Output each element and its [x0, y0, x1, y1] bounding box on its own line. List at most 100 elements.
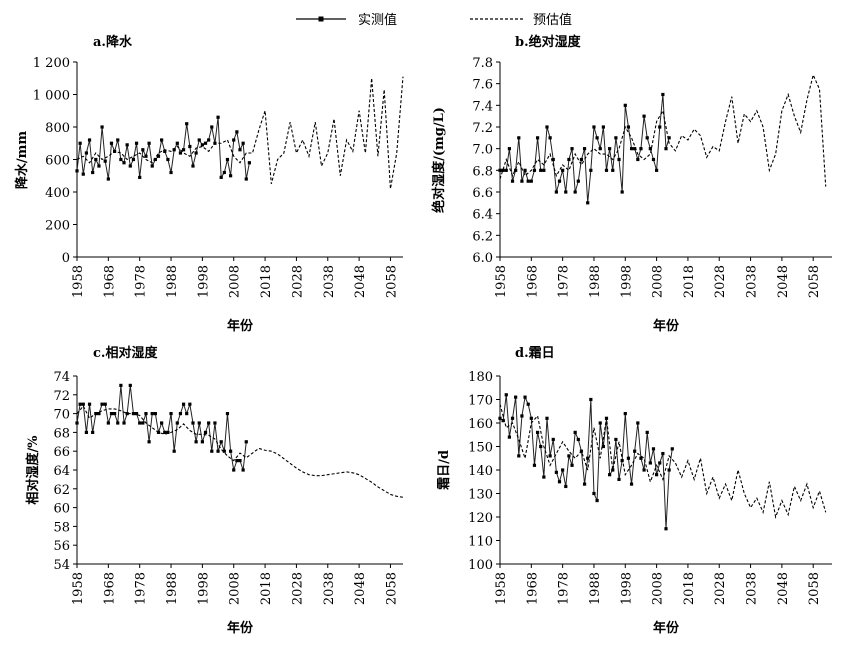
observed-point: [128, 164, 132, 168]
x-tick-label: 2028: [290, 572, 305, 605]
x-tick-label: 1968: [102, 265, 117, 298]
observed-point: [191, 421, 195, 425]
observed-point: [514, 395, 518, 399]
observed-point: [595, 136, 599, 140]
x-tick-label: 1988: [588, 265, 603, 298]
x-tick-label: 1968: [525, 265, 540, 298]
observed-point: [617, 157, 621, 162]
y-axis-label: 降水/mm: [14, 131, 30, 190]
y-tick-label: 7.2: [472, 121, 493, 136]
observed-point: [106, 177, 110, 181]
observed-point: [520, 414, 524, 418]
observed-point: [163, 430, 167, 434]
panel-title: a.降水: [93, 34, 133, 50]
observed-point: [134, 141, 139, 145]
observed-point: [539, 444, 543, 449]
panel-title: c.相对湿度: [93, 345, 158, 361]
y-tick-label: 160: [468, 417, 493, 432]
observed-point: [501, 419, 505, 423]
y-tick-label: 64: [53, 464, 70, 479]
panel-1: 0 200 400 600 800 1 000 1 200 1958 1968 1978 1988 1…: [14, 34, 404, 334]
observed-point: [601, 125, 605, 129]
x-tick-label: 1958: [71, 265, 86, 298]
observed-point: [642, 114, 646, 118]
observed-point: [523, 168, 527, 172]
y-tick-label: 6.6: [472, 186, 493, 201]
x-tick-label: 2038: [745, 265, 760, 298]
y-tick-label: 200: [45, 219, 70, 234]
observed-point: [664, 527, 668, 531]
observed-point: [244, 177, 248, 181]
observed-point: [510, 416, 515, 420]
x-tick-label: 2038: [322, 572, 337, 605]
predicted-series-line: [499, 404, 827, 520]
observed-point: [648, 147, 652, 151]
y-tick-label: 100: [468, 558, 493, 573]
observed-point: [244, 440, 248, 444]
observed-point: [194, 440, 198, 444]
observed-point: [109, 141, 114, 145]
observed-point: [78, 141, 82, 145]
observed-point: [109, 412, 114, 416]
observed-point: [504, 168, 508, 172]
observed-point: [582, 147, 587, 151]
x-tick-label: 2048: [353, 265, 368, 298]
legend: 实测值 预估值: [296, 12, 572, 28]
observed-point: [125, 412, 129, 416]
observed-point: [219, 440, 223, 444]
observed-point: [87, 138, 92, 142]
observed-point: [216, 115, 220, 119]
observed-point: [614, 136, 618, 140]
observed-series-line: [76, 117, 250, 180]
observed-point: [185, 412, 189, 416]
observed-point: [81, 402, 85, 406]
observed-point: [235, 459, 239, 463]
observed-point: [238, 148, 242, 152]
observed-point: [633, 449, 637, 453]
observed-point: [138, 175, 142, 179]
observed-point: [207, 421, 211, 425]
x-tick-label: 1978: [134, 572, 149, 605]
observed-point: [576, 179, 580, 183]
observed-point: [636, 421, 640, 425]
observed-point: [501, 168, 505, 172]
x-axis-label: 年份: [653, 318, 680, 334]
x-tick-label: 1998: [619, 265, 634, 298]
y-tick-label: 170: [468, 394, 493, 409]
observed-point: [169, 412, 173, 416]
observed-point: [604, 168, 609, 172]
observed-point: [636, 157, 640, 162]
observed-point: [514, 168, 518, 172]
observed-point: [642, 468, 646, 472]
observed-point: [232, 138, 236, 142]
observed-point: [507, 435, 511, 439]
predicted-series-line: [499, 73, 827, 187]
observed-point: [78, 402, 82, 406]
observed-point: [564, 484, 568, 489]
observed-point: [241, 141, 245, 145]
observed-point: [169, 170, 173, 175]
observed-point: [592, 125, 596, 129]
y-tick-label: 7.6: [472, 78, 493, 93]
observed-point: [507, 147, 511, 151]
observed-point: [664, 147, 668, 151]
observed-point: [608, 473, 612, 477]
observed-point: [178, 151, 183, 155]
observed-point: [150, 412, 154, 416]
observed-point: [561, 468, 565, 472]
x-tick-label: 2058: [807, 572, 822, 605]
observed-point: [529, 416, 533, 420]
observed-point: [648, 461, 652, 465]
observed-point: [131, 157, 136, 162]
y-tick-label: 7.8: [472, 56, 493, 71]
x-tick-label: 2008: [651, 265, 666, 298]
observed-point: [147, 440, 151, 444]
y-tick-label: 180: [468, 370, 493, 385]
observed-point: [160, 421, 164, 425]
x-tick-label: 1958: [494, 265, 509, 298]
y-tick-label: 6.8: [472, 164, 493, 179]
observed-point: [97, 412, 101, 416]
observed-point: [119, 157, 123, 162]
observed-point: [617, 477, 621, 481]
observed-point: [106, 421, 110, 425]
